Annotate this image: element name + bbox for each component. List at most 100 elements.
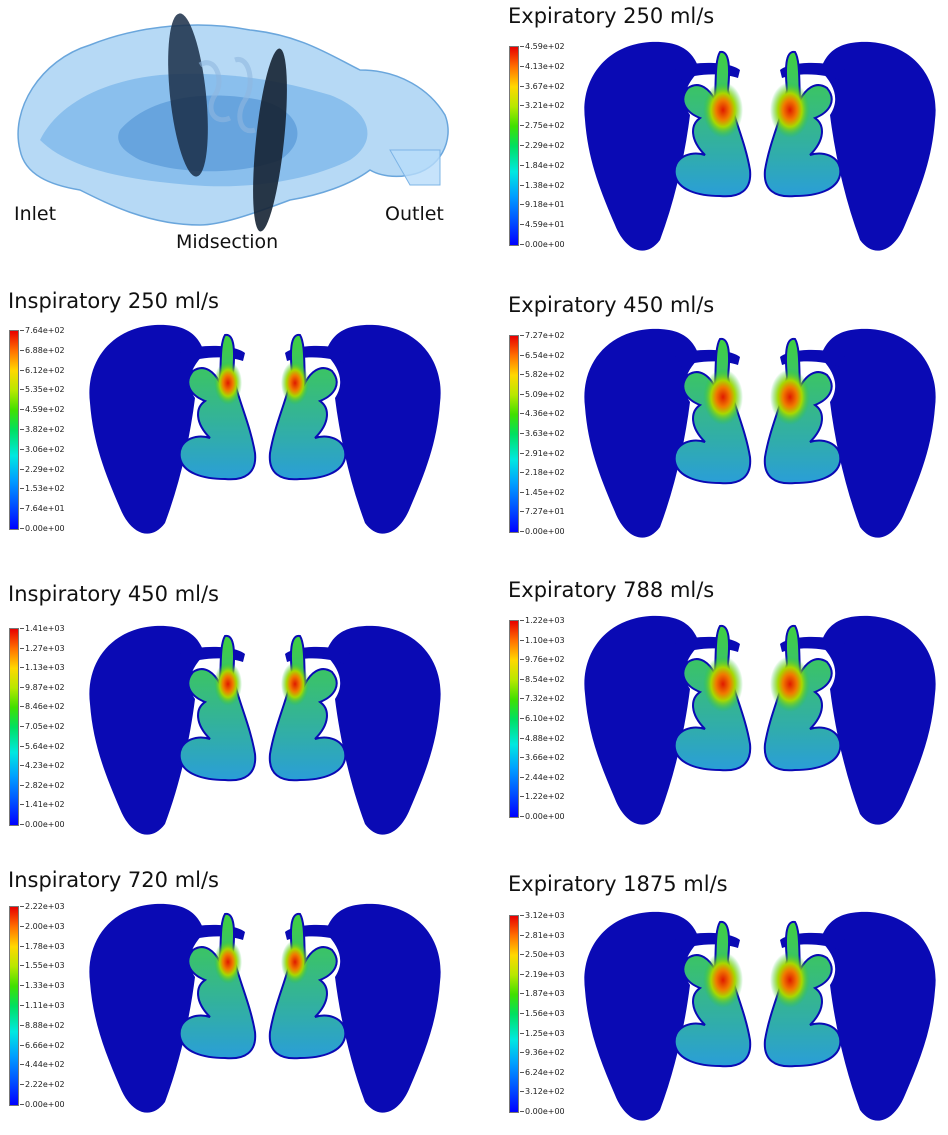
geometry-panel: Inlet Midsection Outlet <box>0 0 460 270</box>
colorbar-tick-label: 6.24e+02 <box>520 1067 565 1077</box>
colorbar <box>509 915 519 1113</box>
colorbar-tick-label: 6.54e+02 <box>520 350 565 360</box>
panel-title: Expiratory 788 ml/s <box>508 578 715 602</box>
colorbar-tick-label: 1.84e+02 <box>520 160 565 170</box>
colorbar-tick-label: 0.00e+00 <box>520 240 565 249</box>
colorbar-tick-label: 1.53e+02 <box>20 484 65 494</box>
colorbar <box>9 628 19 826</box>
colorbar-tick-label: 9.87e+02 <box>20 682 65 692</box>
colorbar-tick-label: 8.46e+02 <box>20 702 65 712</box>
colorbar-tick-label: 2.91e+02 <box>520 448 565 458</box>
colorbar-tick-label: 2.50e+03 <box>520 950 565 960</box>
colorbar-tick-label: 0.00e+00 <box>20 524 65 533</box>
colorbar-tick-label: 0.00e+00 <box>520 527 565 536</box>
colorbar-tick-label: 9.18e+01 <box>520 200 565 210</box>
panel-title: Expiratory 450 ml/s <box>508 293 715 317</box>
colorbar-tick-label: 3.67e+02 <box>520 81 565 91</box>
panel-title: Expiratory 250 ml/s <box>508 4 715 28</box>
colorbar-tick-label: 4.59e+02 <box>520 42 565 51</box>
contour-panel-expiratory-1875: Expiratory 1875 ml/s 3.12e+03 2.81e+03 2.5… <box>500 858 948 1124</box>
velocity-contour <box>580 910 940 1135</box>
colorbar-tick-label: 2.82e+02 <box>20 780 65 790</box>
colorbar-tick-label: 1.45e+02 <box>520 487 565 497</box>
colorbar-tick-label: 1.56e+03 <box>520 1009 565 1018</box>
colorbar-tick-label: 7.27e+02 <box>520 331 565 340</box>
colorbar-tick-label: 2.18e+02 <box>520 468 565 478</box>
colorbar-tick-label: 2.22e+02 <box>20 1080 65 1090</box>
colorbar-tick-label: 4.13e+02 <box>520 61 565 71</box>
colorbar-tick-label: 1.25e+03 <box>520 1028 565 1038</box>
velocity-contour <box>580 614 940 839</box>
colorbar-tick-label: 1.27e+03 <box>20 643 65 653</box>
colorbar-tick-label: 6.10e+02 <box>520 714 565 723</box>
colorbar-tick-label: 1.22e+03 <box>520 616 565 625</box>
contour-panel-expiratory-250: Expiratory 250 ml/s 4.59e+02 4.13e+02 3.67… <box>500 0 948 270</box>
colorbar-tick-label: 2.29e+02 <box>20 464 65 474</box>
colorbar-tick-label: 1.11e+03 <box>20 1001 65 1010</box>
inlet-label: Inlet <box>14 203 57 225</box>
panel-title: Inspiratory 250 ml/s <box>8 289 219 313</box>
colorbar-tick-label: 1.22e+02 <box>520 792 565 802</box>
velocity-contour <box>580 40 940 265</box>
colorbar-tick-label: 1.33e+03 <box>20 981 65 991</box>
velocity-contour <box>85 902 445 1127</box>
colorbar-tick-label: 1.10e+03 <box>520 635 565 645</box>
panel-title: Inspiratory 720 ml/s <box>8 868 219 892</box>
colorbar-tick-label: 2.81e+03 <box>520 930 565 940</box>
colorbar-tick-label: 5.64e+02 <box>20 741 65 751</box>
colorbar-tick-label: 8.54e+02 <box>520 674 565 684</box>
colorbar-tick-label: 7.64e+02 <box>20 326 65 335</box>
nasal-cavity-3d-model <box>17 13 449 232</box>
colorbar-tick-label: 2.44e+02 <box>520 772 565 782</box>
colorbar-tick-label: 6.66e+02 <box>20 1040 65 1050</box>
colorbar <box>9 330 19 530</box>
colorbar-tick-label: 1.41e+02 <box>20 800 65 810</box>
velocity-contour <box>85 624 445 849</box>
colorbar-tick-label: 1.55e+03 <box>20 961 65 971</box>
colorbar <box>509 335 519 533</box>
colorbar-tick-label: 7.05e+02 <box>20 722 65 731</box>
colorbar-tick-label: 2.29e+02 <box>520 141 565 150</box>
colorbar-tick-label: 1.38e+02 <box>520 180 565 190</box>
contour-panel-inspiratory-720: Inspiratory 720 ml/s 2.22e+03 2.00e+03 1.7… <box>0 858 470 1124</box>
colorbar-tick-label: 3.12e+02 <box>520 1087 565 1097</box>
colorbar-tick-label: 7.32e+02 <box>520 694 565 704</box>
colorbar-tick-label: 4.59e+01 <box>520 220 565 230</box>
colorbar-tick-label: 9.36e+02 <box>520 1048 565 1058</box>
panel-title: Inspiratory 450 ml/s <box>8 582 219 606</box>
colorbar-tick-label: 7.27e+01 <box>520 507 565 517</box>
colorbar-tick-label: 4.88e+02 <box>520 733 565 743</box>
colorbar-tick-label: 3.06e+02 <box>20 444 65 454</box>
colorbar-tick-label: 4.23e+02 <box>20 761 65 771</box>
colorbar-tick-label: 2.22e+03 <box>20 902 65 911</box>
colorbar-tick-label: 9.76e+02 <box>520 655 565 665</box>
contour-panel-expiratory-450: Expiratory 450 ml/s 7.27e+02 6.54e+02 5.82… <box>500 285 948 555</box>
colorbar-tick-label: 3.82e+02 <box>20 425 65 434</box>
colorbar-tick-label: 6.88e+02 <box>20 345 65 355</box>
midsection-label: Midsection <box>176 231 279 253</box>
colorbar-tick-label: 5.82e+02 <box>520 370 565 380</box>
colorbar-tick-label: 3.66e+02 <box>520 753 565 763</box>
colorbar-tick-label: 2.00e+03 <box>20 921 65 931</box>
colorbar-tick-label: 0.00e+00 <box>520 1107 565 1116</box>
colorbar-tick-label: 2.75e+02 <box>520 121 565 131</box>
colorbar-tick-label: 2.19e+03 <box>520 969 565 979</box>
colorbar-tick-label: 1.13e+03 <box>20 663 65 673</box>
colorbar-tick-label: 4.36e+02 <box>520 409 565 419</box>
colorbar-tick-label: 0.00e+00 <box>20 820 65 829</box>
colorbar-tick-label: 8.88e+02 <box>20 1020 65 1030</box>
colorbar-tick-label: 6.12e+02 <box>20 365 65 375</box>
colorbar-tick-label: 0.00e+00 <box>520 812 565 821</box>
colorbar-tick-label: 1.41e+03 <box>20 624 65 633</box>
velocity-contour <box>85 323 445 548</box>
colorbar-tick-label: 3.12e+03 <box>520 911 565 920</box>
velocity-contour <box>580 327 940 552</box>
colorbar-tick-label: 5.09e+02 <box>520 389 565 399</box>
colorbar-tick-label: 0.00e+00 <box>20 1100 65 1109</box>
colorbar-tick-label: 1.78e+03 <box>20 941 65 951</box>
colorbar-tick-label: 1.87e+03 <box>520 989 565 999</box>
colorbar-tick-label: 3.63e+02 <box>520 429 565 438</box>
contour-panel-expiratory-788: Expiratory 788 ml/s 1.22e+03 1.10e+03 9.76… <box>500 572 948 842</box>
colorbar-tick-label: 7.64e+01 <box>20 504 65 514</box>
panel-title: Expiratory 1875 ml/s <box>508 872 728 896</box>
